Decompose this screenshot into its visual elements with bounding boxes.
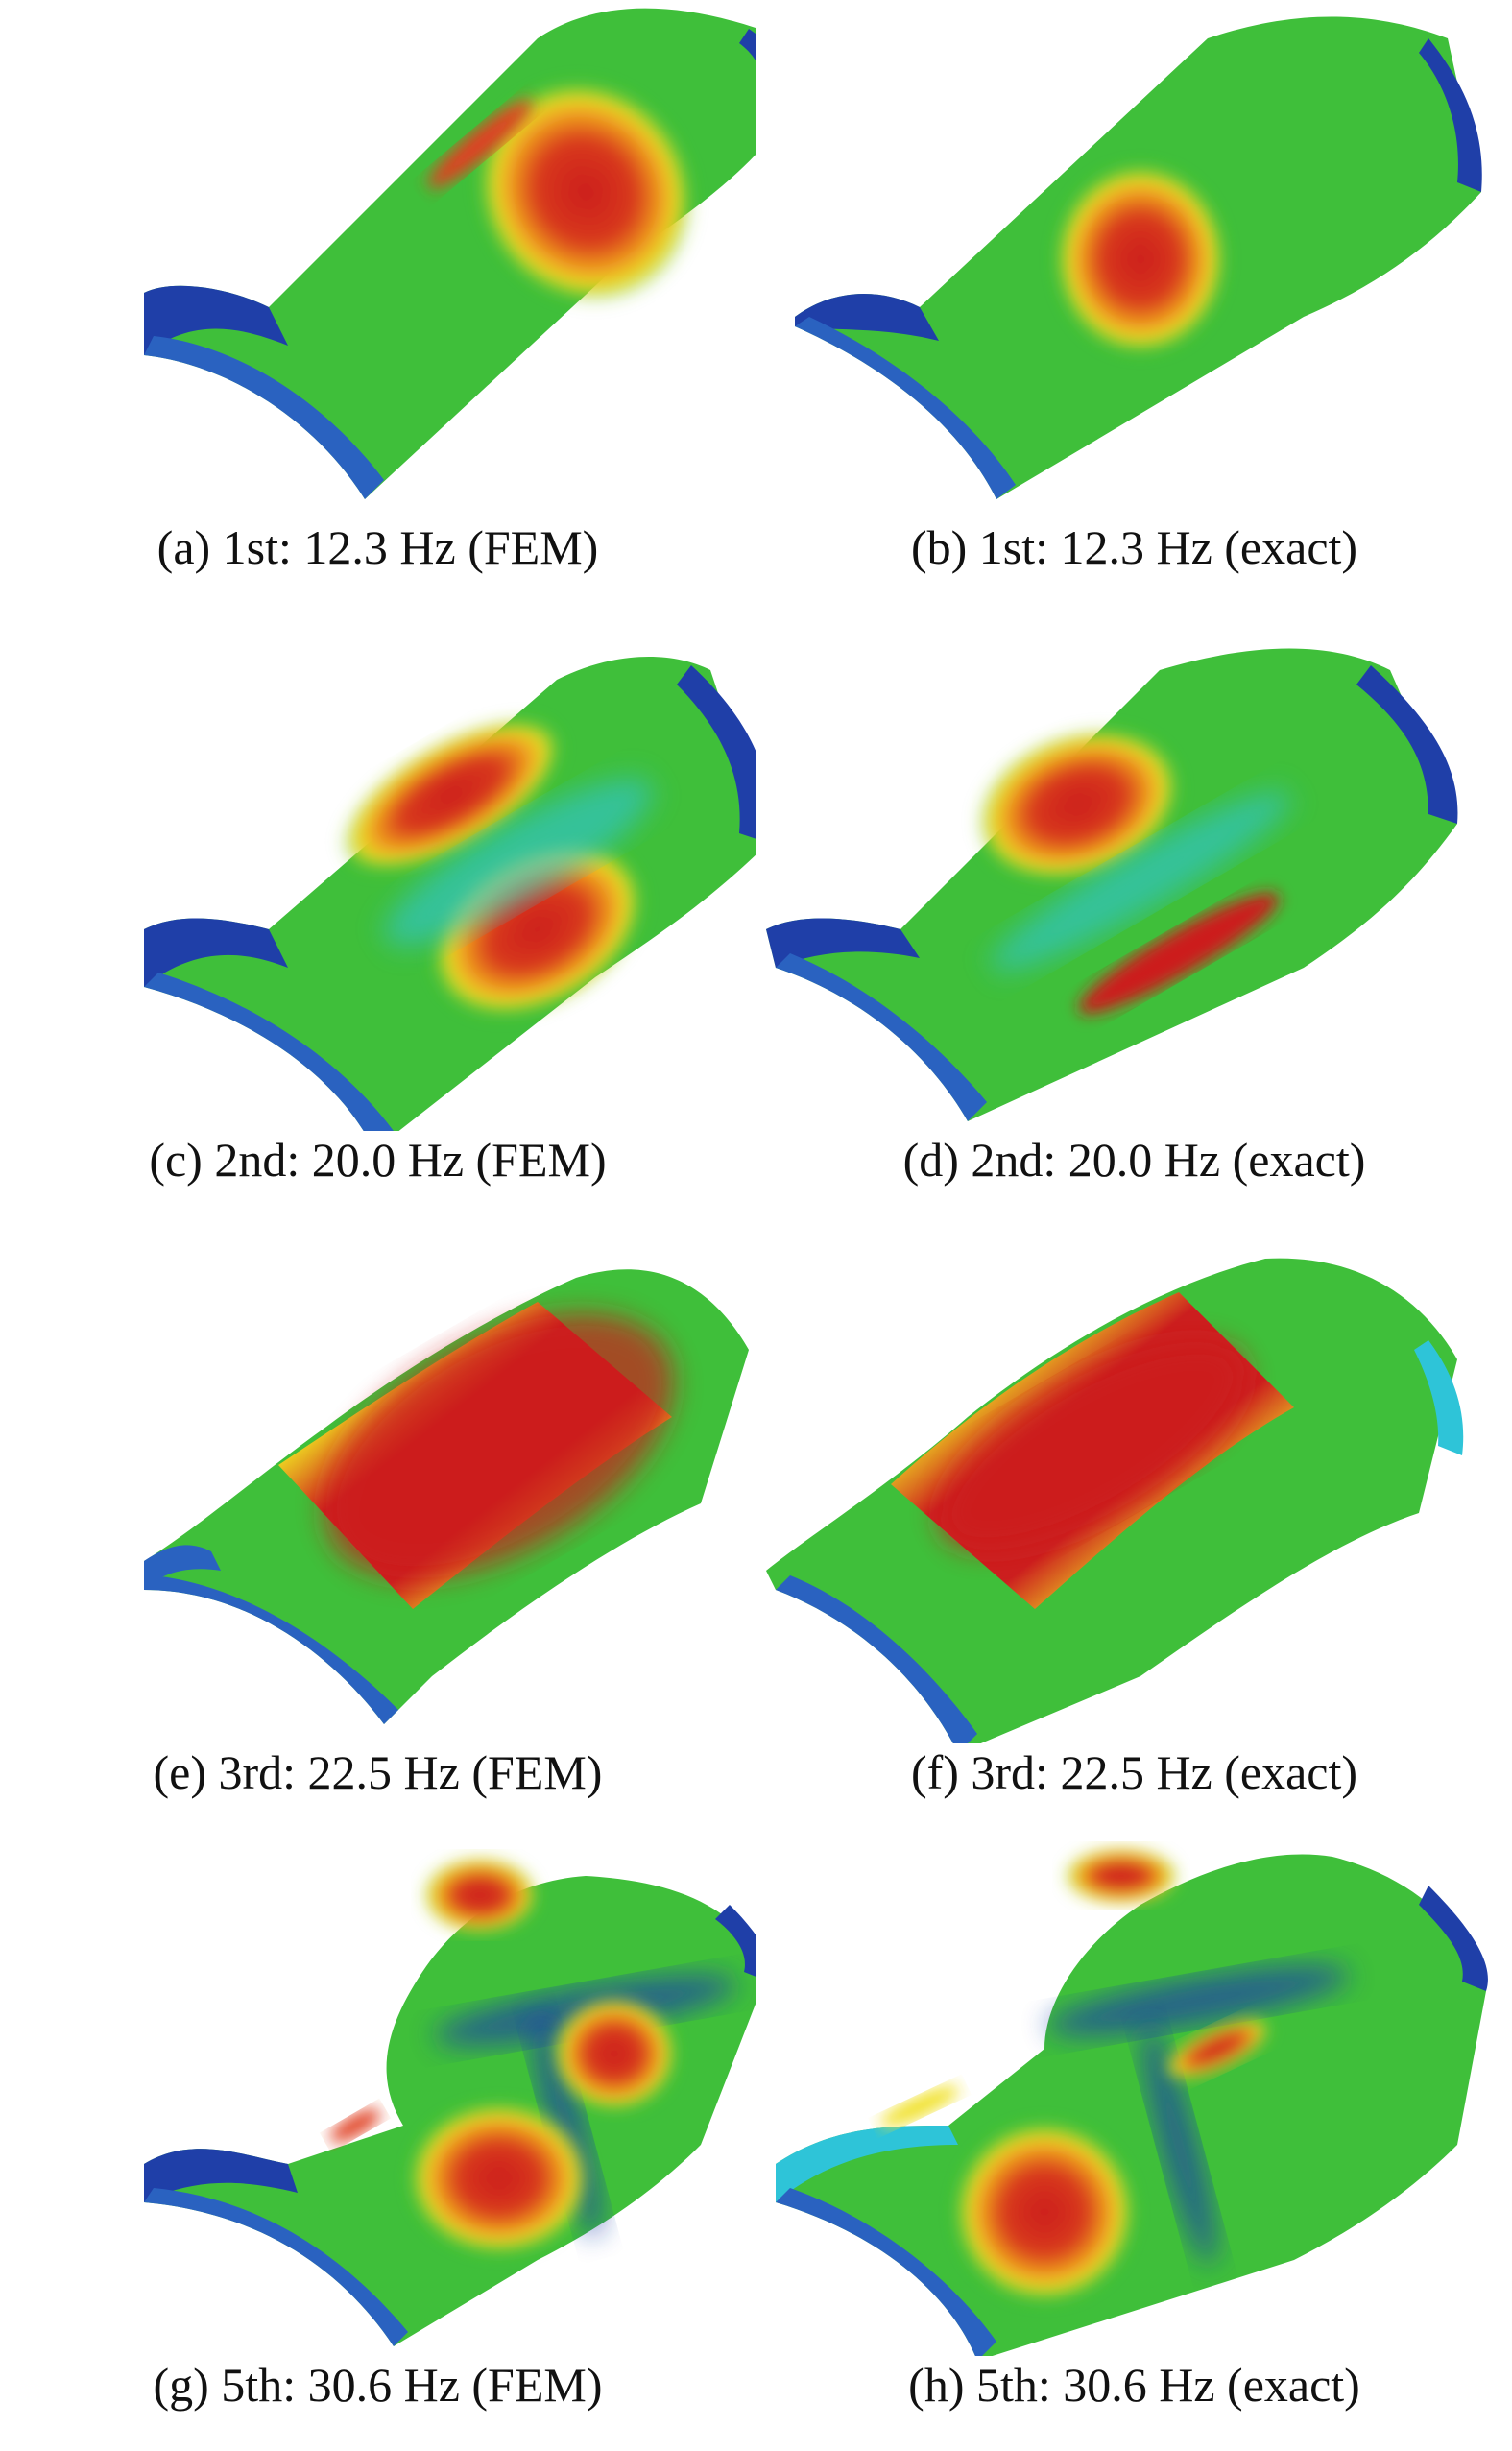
mode-shape-surface xyxy=(776,1847,1488,2356)
panel-caption: (a) 1st: 12.3 Hz (FEM) xyxy=(156,520,599,574)
mode-shape-surface xyxy=(144,1269,749,1724)
panel-f: (f) 3rd: 22.5 Hz (exact) xyxy=(756,1225,1512,1838)
panel-caption: (d) 2nd: 20.0 Hz (exact) xyxy=(902,1133,1366,1187)
panel-caption: (b) 1st: 12.3 Hz (exact) xyxy=(910,520,1358,574)
mode-shape-surface xyxy=(766,648,1458,1121)
panel-h: (h) 5th: 30.6 Hz (exact) xyxy=(756,1838,1512,2450)
panel-g: (g) 5th: 30.6 Hz (FEM) xyxy=(0,1838,756,2450)
panel-caption: (e) 3rd: 22.5 Hz (FEM) xyxy=(153,1745,603,1799)
mode-shape-surface xyxy=(766,1258,1464,1743)
mode-shape-surface xyxy=(144,1857,756,2346)
panel-b: (b) 1st: 12.3 Hz (exact) xyxy=(756,0,1512,613)
panel-a: (a) 1st: 12.3 Hz (FEM) xyxy=(0,0,756,613)
panel-caption: (f) 3rd: 22.5 Hz (exact) xyxy=(910,1745,1358,1799)
mode-shape-surface xyxy=(144,657,756,1131)
panel-c: (c) 2nd: 20.0 Hz (FEM) xyxy=(0,613,756,1225)
panel-caption: (g) 5th: 30.6 Hz (FEM) xyxy=(153,2358,603,2412)
mode-shape-surface xyxy=(144,8,756,499)
mode-shape-surface xyxy=(795,16,1482,499)
panel-d: (d) 2nd: 20.0 Hz (exact) xyxy=(756,613,1512,1225)
panel-caption: (c) 2nd: 20.0 Hz (FEM) xyxy=(149,1133,607,1187)
panel-caption: (h) 5th: 30.6 Hz (exact) xyxy=(908,2358,1360,2412)
panel-e: (e) 3rd: 22.5 Hz (FEM) xyxy=(0,1225,756,1838)
